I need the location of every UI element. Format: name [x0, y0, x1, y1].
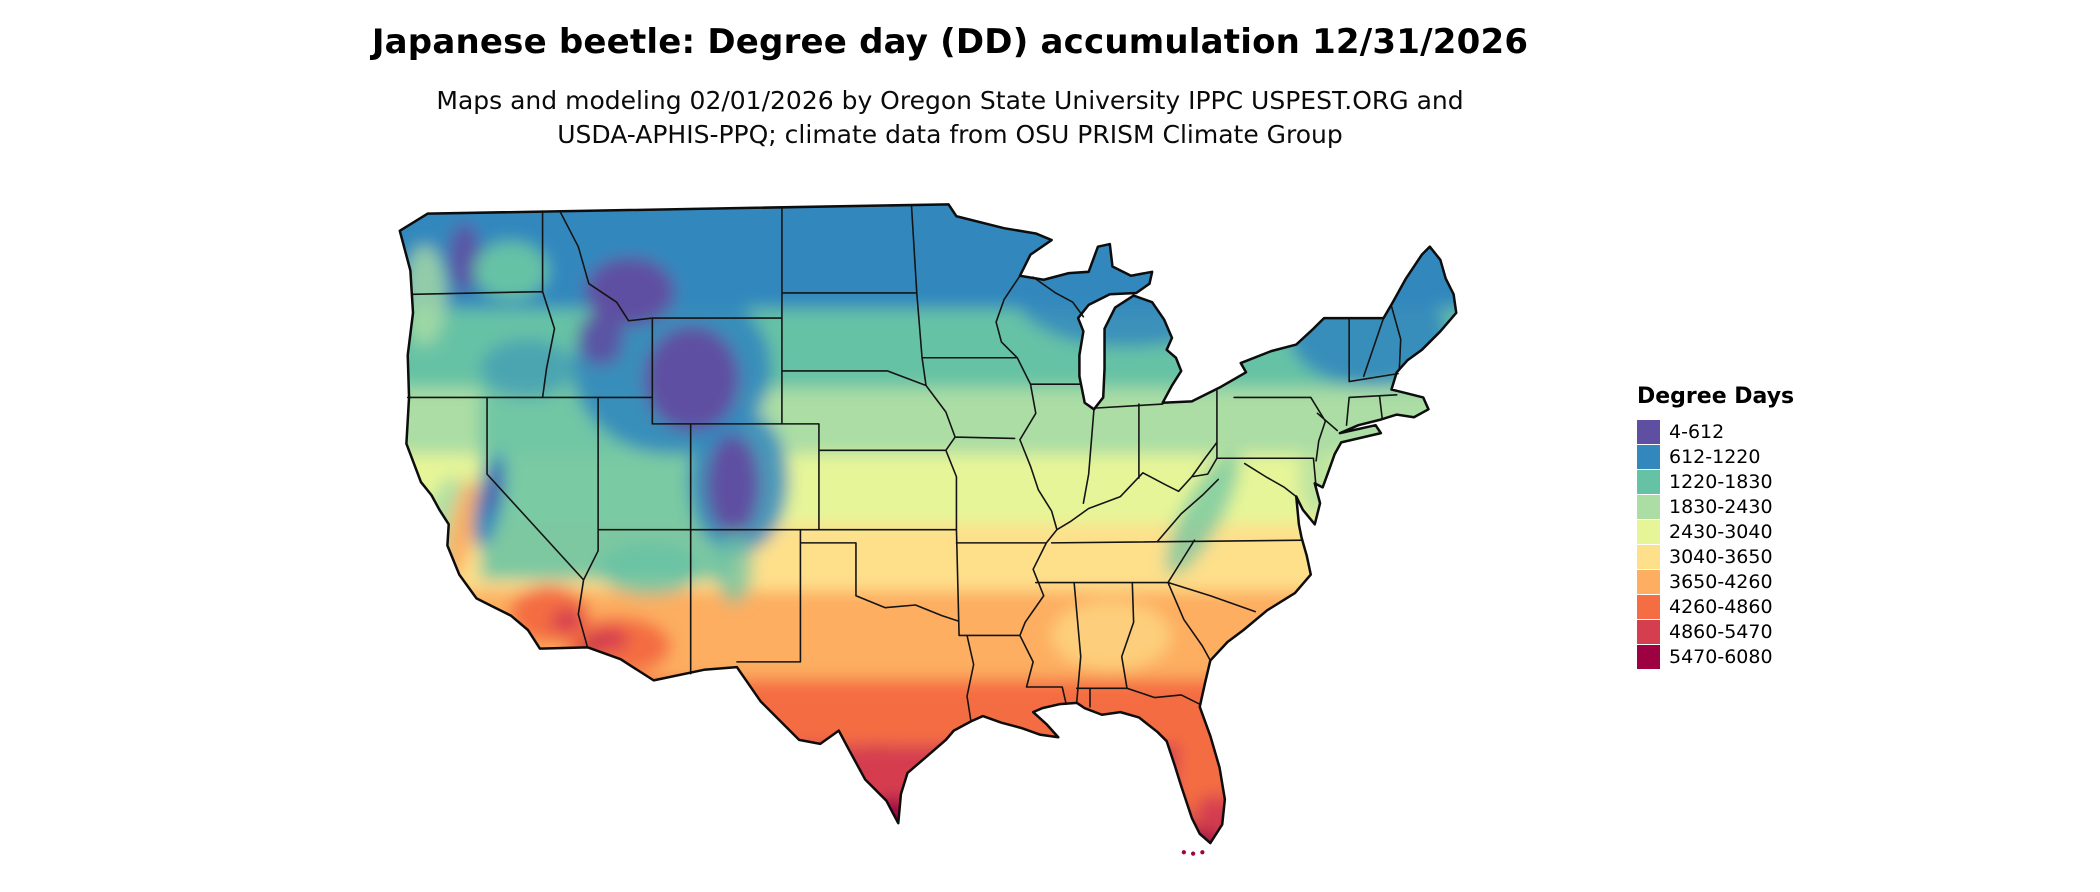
- us-outline: [398, 203, 1458, 845]
- legend-swatch: [1637, 594, 1660, 619]
- legend-swatch: [1637, 569, 1660, 594]
- legend-swatch: [1637, 619, 1660, 644]
- legend-swatch: [1637, 544, 1660, 569]
- legend-swatch: [1637, 444, 1660, 469]
- subtitle-line-1: Maps and modeling 02/01/2026 by Oregon S…: [436, 86, 1464, 115]
- legend-row: 3650-4260: [1637, 569, 1794, 594]
- legend-swatch: [1637, 644, 1660, 669]
- legend-swatch: [1637, 469, 1660, 494]
- legend-swatch: [1637, 494, 1660, 519]
- legend-row: 4260-4860: [1637, 594, 1794, 619]
- legend-swatch: [1637, 519, 1660, 544]
- legend-label: 612-1220: [1669, 445, 1761, 468]
- state-borders: [406, 204, 1402, 723]
- legend-label: 5470-6080: [1669, 645, 1773, 668]
- legend: Degree Days 4-612 612-1220 1220-1830 183…: [1637, 384, 1794, 669]
- florida-keys: [1181, 850, 1205, 856]
- legend-row: 2430-3040: [1637, 519, 1794, 544]
- legend-label: 2430-3040: [1669, 520, 1773, 543]
- legend-label: 1220-1830: [1669, 470, 1773, 493]
- legend-title: Degree Days: [1637, 384, 1795, 409]
- legend-label: 3040-3650: [1669, 545, 1773, 568]
- legend-row: 1220-1830: [1637, 469, 1794, 494]
- legend-swatch: [1637, 419, 1660, 444]
- subtitle-line-2: USDA-APHIS-PPQ; climate data from OSU PR…: [557, 120, 1343, 149]
- legend-row: 1830-2430: [1637, 494, 1794, 519]
- legend-row: 3040-3650: [1637, 544, 1794, 569]
- legend-row: 4860-5470: [1637, 619, 1794, 644]
- legend-row: 5470-6080: [1637, 644, 1794, 669]
- us-degree-day-map: [295, 170, 1565, 884]
- legend-label: 4860-5470: [1669, 620, 1773, 643]
- page-title: Japanese beetle: Degree day (DD) accumul…: [371, 22, 1529, 62]
- map-color-field: [399, 204, 1457, 844]
- legend-label: 4260-4860: [1669, 595, 1773, 618]
- subtitle: Maps and modeling 02/01/2026 by Oregon S…: [0, 84, 1900, 152]
- legend-row: 612-1220: [1637, 444, 1794, 469]
- legend-label: 1830-2430: [1669, 495, 1773, 518]
- us-map-svg: [398, 203, 1458, 856]
- legend-label: 3650-4260: [1669, 570, 1773, 593]
- legend-row: 4-612: [1637, 419, 1794, 444]
- legend-label: 4-612: [1669, 420, 1725, 443]
